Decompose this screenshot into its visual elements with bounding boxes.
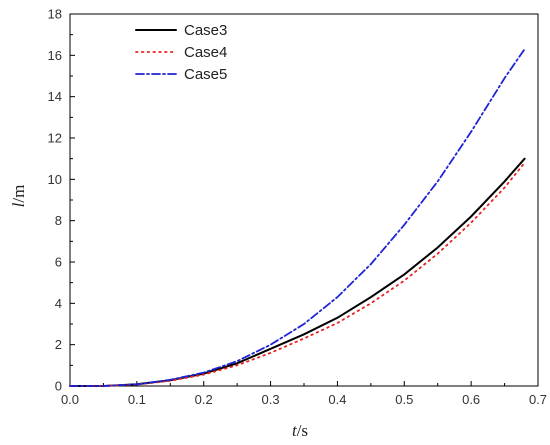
plot-area <box>69 13 539 387</box>
y-axis-unit: /m <box>9 185 28 203</box>
x-tick-label: 0.2 <box>195 392 213 407</box>
x-tick-label: 0.6 <box>462 392 480 407</box>
legend-label-case4: Case4 <box>184 44 227 61</box>
y-tick-label: 18 <box>48 7 62 22</box>
y-tick-label: 8 <box>55 213 62 228</box>
plot-frame <box>69 13 539 387</box>
series-case5-line <box>69 48 526 387</box>
y-tick-label: 6 <box>55 255 62 270</box>
x-axis-var: t <box>292 421 298 440</box>
legend-label-case3: Case3 <box>184 22 227 39</box>
legend-label-case5: Case5 <box>184 66 227 83</box>
x-tick-label: 0.3 <box>262 392 280 407</box>
y-tick-label: 2 <box>55 337 62 352</box>
series-case3-line <box>69 157 526 387</box>
series-layer <box>69 48 526 387</box>
y-tick-label: 10 <box>48 172 62 187</box>
x-tick-label: 0.1 <box>128 392 146 407</box>
y-axis-var: l <box>9 202 28 207</box>
x-tick-label: 0.0 <box>61 392 79 407</box>
y-tick-label: 4 <box>55 296 62 311</box>
y-tick-label: 16 <box>48 48 62 63</box>
x-tick-label: 0.5 <box>395 392 413 407</box>
y-tick-label: 12 <box>48 131 62 146</box>
y-axis-title: l/m <box>9 185 28 208</box>
y-tick-label: 0 <box>55 379 62 394</box>
axis-ticks: 0.0 0.1 0.2 0.3 0.4 0.5 0.6 0.7 0 2 4 6 8 10 12 14 16 18 <box>48 7 548 408</box>
legend: Case3 Case4 Case5 <box>135 22 227 83</box>
x-tick-label: 0.4 <box>328 392 346 407</box>
y-tick-label: 14 <box>48 89 62 104</box>
x-tick-label: 0.7 <box>529 392 547 407</box>
series-case4-line <box>69 161 526 387</box>
x-axis-title: t/s <box>292 421 308 440</box>
x-axis-unit: /s <box>297 421 308 440</box>
